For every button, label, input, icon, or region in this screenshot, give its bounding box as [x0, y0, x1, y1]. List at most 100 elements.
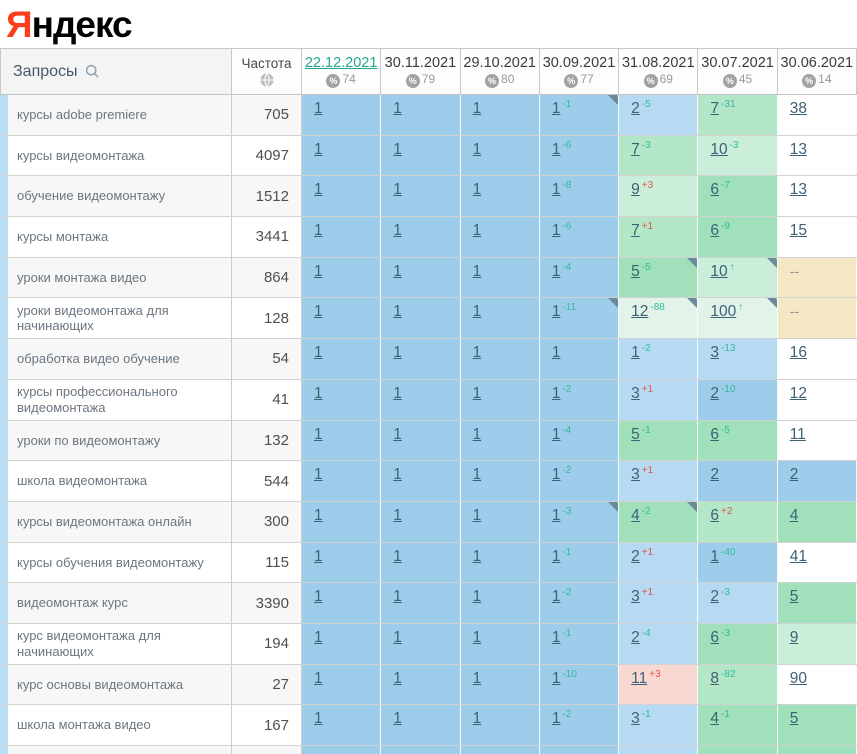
position-link[interactable]: 3 [631, 588, 640, 606]
keyword-label[interactable]: курсы adobe premiere [17, 107, 147, 123]
position-link[interactable]: 1 [314, 628, 323, 646]
position-link[interactable]: 1 [551, 384, 561, 402]
position-link[interactable]: 1 [314, 710, 323, 728]
position-link[interactable]: 1 [393, 181, 402, 199]
date-link[interactable]: 30.11.2021 [384, 55, 457, 71]
position-link[interactable]: 5 [631, 425, 640, 443]
position-link[interactable]: 7 [710, 100, 720, 117]
position-link[interactable]: 1 [472, 628, 482, 646]
position-link[interactable]: 1 [472, 384, 482, 402]
position-link[interactable]: 1 [551, 547, 561, 565]
position-link[interactable]: 1 [393, 547, 402, 565]
position-link[interactable]: 1 [314, 181, 323, 199]
position-link[interactable]: 1 [551, 425, 561, 443]
position-link[interactable]: 1 [393, 669, 402, 687]
position-link[interactable]: 1 [472, 710, 482, 728]
position-link[interactable]: 1 [472, 425, 482, 443]
position-link[interactable]: 1 [314, 384, 323, 402]
keyword-label[interactable]: курсы видеомонтажа онлайн [17, 513, 192, 529]
date-link[interactable]: 30.07.2021 [701, 55, 774, 71]
keyword-label[interactable]: курсы видеомонтажа [17, 147, 145, 163]
position-link[interactable]: 1 [393, 222, 402, 240]
position-link[interactable]: 1 [314, 466, 323, 484]
position-link[interactable]: 15 [789, 222, 807, 240]
keyword-label[interactable]: уроки видеомонтажа для начинающих [17, 302, 169, 334]
position-link[interactable]: 1 [551, 140, 561, 158]
position-link[interactable]: 1 [314, 100, 323, 117]
position-link[interactable]: 1 [314, 222, 323, 240]
position-link[interactable]: 1 [314, 262, 323, 280]
position-link[interactable]: 1 [393, 628, 402, 646]
position-link[interactable]: 1 [314, 588, 323, 606]
position-link[interactable]: 1 [551, 262, 561, 280]
date-link[interactable]: 31.08.2021 [621, 55, 695, 71]
position-link[interactable]: 90 [789, 669, 807, 687]
position-link[interactable]: 2 [631, 100, 640, 117]
keyword-label[interactable]: обучение видеомонтажу [17, 188, 166, 204]
position-link[interactable]: 1 [551, 100, 561, 117]
position-link[interactable]: 1 [314, 669, 323, 687]
position-link[interactable]: 1 [393, 303, 402, 321]
position-link[interactable]: 3 [631, 384, 640, 402]
position-link[interactable]: 8 [710, 669, 720, 687]
position-link[interactable]: 1 [472, 506, 482, 524]
position-link[interactable]: 11 [631, 669, 648, 687]
position-link[interactable]: 1 [393, 588, 402, 606]
position-link[interactable]: 1 [393, 384, 402, 402]
position-link[interactable]: 4 [710, 710, 720, 728]
position-link[interactable]: 1 [472, 140, 482, 158]
position-link[interactable]: 1 [393, 710, 402, 728]
position-link[interactable]: 1 [472, 222, 482, 240]
position-link[interactable]: 1 [472, 547, 482, 565]
position-link[interactable]: 6 [710, 222, 720, 240]
position-link[interactable]: 1 [472, 262, 482, 280]
keyword-label[interactable]: курс видеомонтажа для начинающих [17, 628, 161, 659]
position-link[interactable]: 16 [789, 344, 807, 362]
position-link[interactable]: 1 [393, 344, 402, 362]
position-link[interactable]: 1 [472, 100, 482, 117]
position-link[interactable]: 1 [551, 588, 561, 606]
keyword-label[interactable]: школа видеомонтажа [17, 473, 148, 489]
position-link[interactable]: 4 [789, 506, 799, 524]
search-icon[interactable] [85, 64, 100, 79]
position-link[interactable]: 9 [789, 628, 799, 646]
position-link[interactable]: 5 [789, 588, 799, 606]
position-link[interactable]: 1 [393, 100, 402, 117]
position-link[interactable]: 1 [314, 303, 323, 321]
position-link[interactable]: 10 [710, 262, 728, 280]
position-link[interactable]: 1 [393, 140, 402, 158]
position-link[interactable]: 1 [314, 140, 323, 158]
keyword-label[interactable]: курс основы видеомонтажа [17, 676, 184, 692]
position-link[interactable]: 6 [710, 181, 720, 199]
position-link[interactable]: 5 [789, 710, 799, 728]
keyword-label[interactable]: обработка видео обучение [17, 351, 180, 367]
position-link[interactable]: 2 [710, 466, 720, 484]
position-link[interactable]: 1 [551, 628, 561, 646]
position-link[interactable]: 1 [472, 181, 482, 199]
position-link[interactable]: 3 [631, 710, 640, 728]
date-link[interactable]: 30.06.2021 [780, 55, 854, 71]
date-link[interactable]: 22.12.2021 [304, 55, 378, 71]
position-link[interactable]: 11 [789, 425, 806, 443]
position-link[interactable]: 6 [710, 506, 720, 524]
position-link[interactable]: 1 [314, 506, 323, 524]
position-link[interactable]: 3 [631, 466, 640, 484]
position-link[interactable]: 1 [472, 669, 482, 687]
position-link[interactable]: 2 [710, 588, 720, 606]
position-link[interactable]: 1 [551, 669, 561, 687]
position-link[interactable]: 38 [789, 100, 807, 117]
position-link[interactable]: 6 [710, 425, 720, 443]
position-link[interactable]: 10 [710, 140, 728, 158]
keyword-label[interactable]: курсы монтажа [17, 229, 109, 245]
position-link[interactable]: 100 [710, 303, 737, 321]
keyword-label[interactable]: уроки по видеомонтажу [17, 432, 161, 448]
position-link[interactable]: 41 [789, 547, 807, 565]
position-link[interactable]: 4 [631, 506, 640, 524]
position-link[interactable]: 7 [631, 222, 640, 240]
position-link[interactable]: 1 [314, 344, 323, 362]
position-link[interactable]: 12 [789, 384, 807, 402]
position-link[interactable]: 2 [710, 384, 720, 402]
keyword-label[interactable]: уроки монтажа видео [17, 269, 147, 285]
position-link[interactable]: 5 [631, 262, 640, 280]
position-link[interactable]: 1 [551, 303, 561, 321]
